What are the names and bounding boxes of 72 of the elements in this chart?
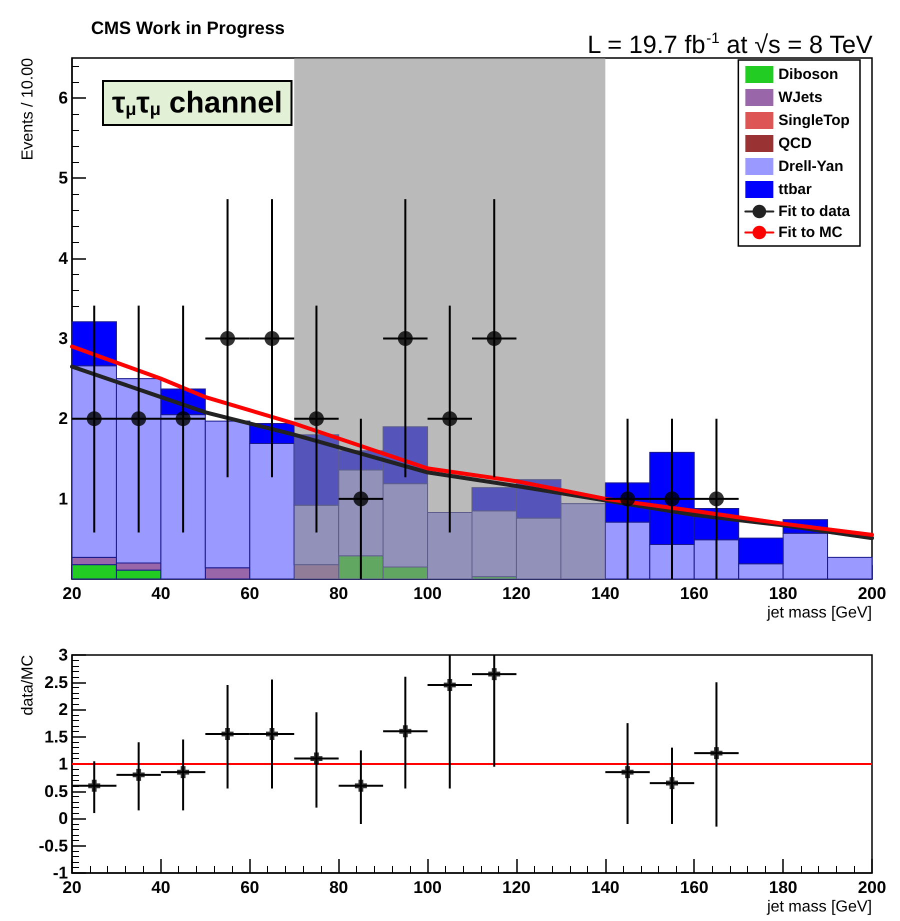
x-tick-label: 200: [858, 584, 886, 603]
y-tick-label: 1: [58, 754, 68, 774]
x-tick-label: 180: [768, 878, 798, 897]
y-tick-label: 4: [58, 248, 69, 268]
x-tick-label: 180: [768, 584, 798, 603]
point: [308, 411, 324, 426]
point: [131, 411, 146, 426]
point: [220, 331, 236, 346]
legend-label: QCD: [778, 135, 812, 152]
point: [708, 491, 724, 506]
y-axis-title: Events / 10.00: [20, 58, 36, 160]
point: [177, 766, 190, 778]
point: [399, 725, 412, 738]
point: [266, 728, 278, 740]
point: [488, 668, 500, 680]
point: [710, 747, 722, 760]
x-tick-label: 140: [591, 878, 620, 897]
x-tick-label: 40: [151, 878, 170, 897]
x-tick-label: 20: [62, 584, 82, 603]
point: [354, 780, 367, 792]
x-axis-title: jet mass [GeV]: [766, 898, 872, 916]
y-tick-label: 2: [58, 700, 68, 719]
point: [86, 411, 102, 426]
legend-label: Diboson: [778, 66, 838, 83]
point: [486, 331, 502, 346]
y-tick-label: 1.5: [44, 727, 68, 746]
point: [398, 331, 413, 346]
x-tick-label: 140: [591, 584, 620, 603]
x-tick-label: 100: [413, 584, 442, 603]
point: [664, 491, 680, 506]
annotation: τμτμ channel: [112, 86, 283, 120]
x-tick-label: 80: [329, 584, 348, 603]
x-tick-label: 120: [502, 584, 531, 603]
legend-label: Drell-Yan: [778, 158, 844, 175]
legend-label: ttbar: [778, 181, 812, 198]
point: [310, 752, 322, 765]
point: [222, 728, 234, 740]
y-tick-label: 5: [58, 168, 68, 188]
y-tick-label: 3: [58, 329, 68, 348]
legend-label: Fit to MC: [778, 224, 843, 241]
y-axis-title: data/MC: [20, 655, 36, 716]
point: [444, 678, 456, 691]
x-tick-label: 120: [502, 878, 531, 897]
x-tick-label: 80: [329, 878, 348, 897]
x-tick-label: 160: [680, 584, 708, 603]
point: [264, 331, 280, 346]
point: [442, 411, 458, 426]
y-tick-label: 6: [58, 88, 68, 108]
x-tick-label: 100: [413, 878, 442, 897]
y-tick-label: 3: [58, 646, 68, 664]
y-tick-label: 0.5: [44, 782, 68, 801]
x-tick-label: 200: [858, 878, 886, 897]
point: [176, 411, 191, 426]
point: [666, 777, 678, 790]
y-tick-label: 2: [58, 409, 68, 428]
chart-title: CMS Work in Progress: [91, 18, 285, 38]
y-tick-label: 2.5: [44, 672, 68, 692]
point: [132, 768, 145, 781]
point: [353, 491, 368, 506]
y-tick-label: -0.5: [38, 836, 68, 856]
point: [88, 780, 100, 792]
y-tick-label: 1: [58, 489, 68, 508]
legend-label: WJets: [778, 89, 823, 106]
legend-label: Fit to data: [778, 203, 851, 220]
x-tick-label: 60: [240, 878, 260, 897]
x-tick-label: 60: [240, 584, 260, 603]
y-tick-label: 0: [58, 809, 68, 828]
x-axis-title: jet mass [GeV]: [766, 604, 872, 622]
legend-label: SingleTop: [778, 112, 850, 129]
x-tick-label: 40: [151, 584, 170, 603]
point: [622, 766, 634, 778]
x-tick-label: 160: [680, 878, 708, 897]
